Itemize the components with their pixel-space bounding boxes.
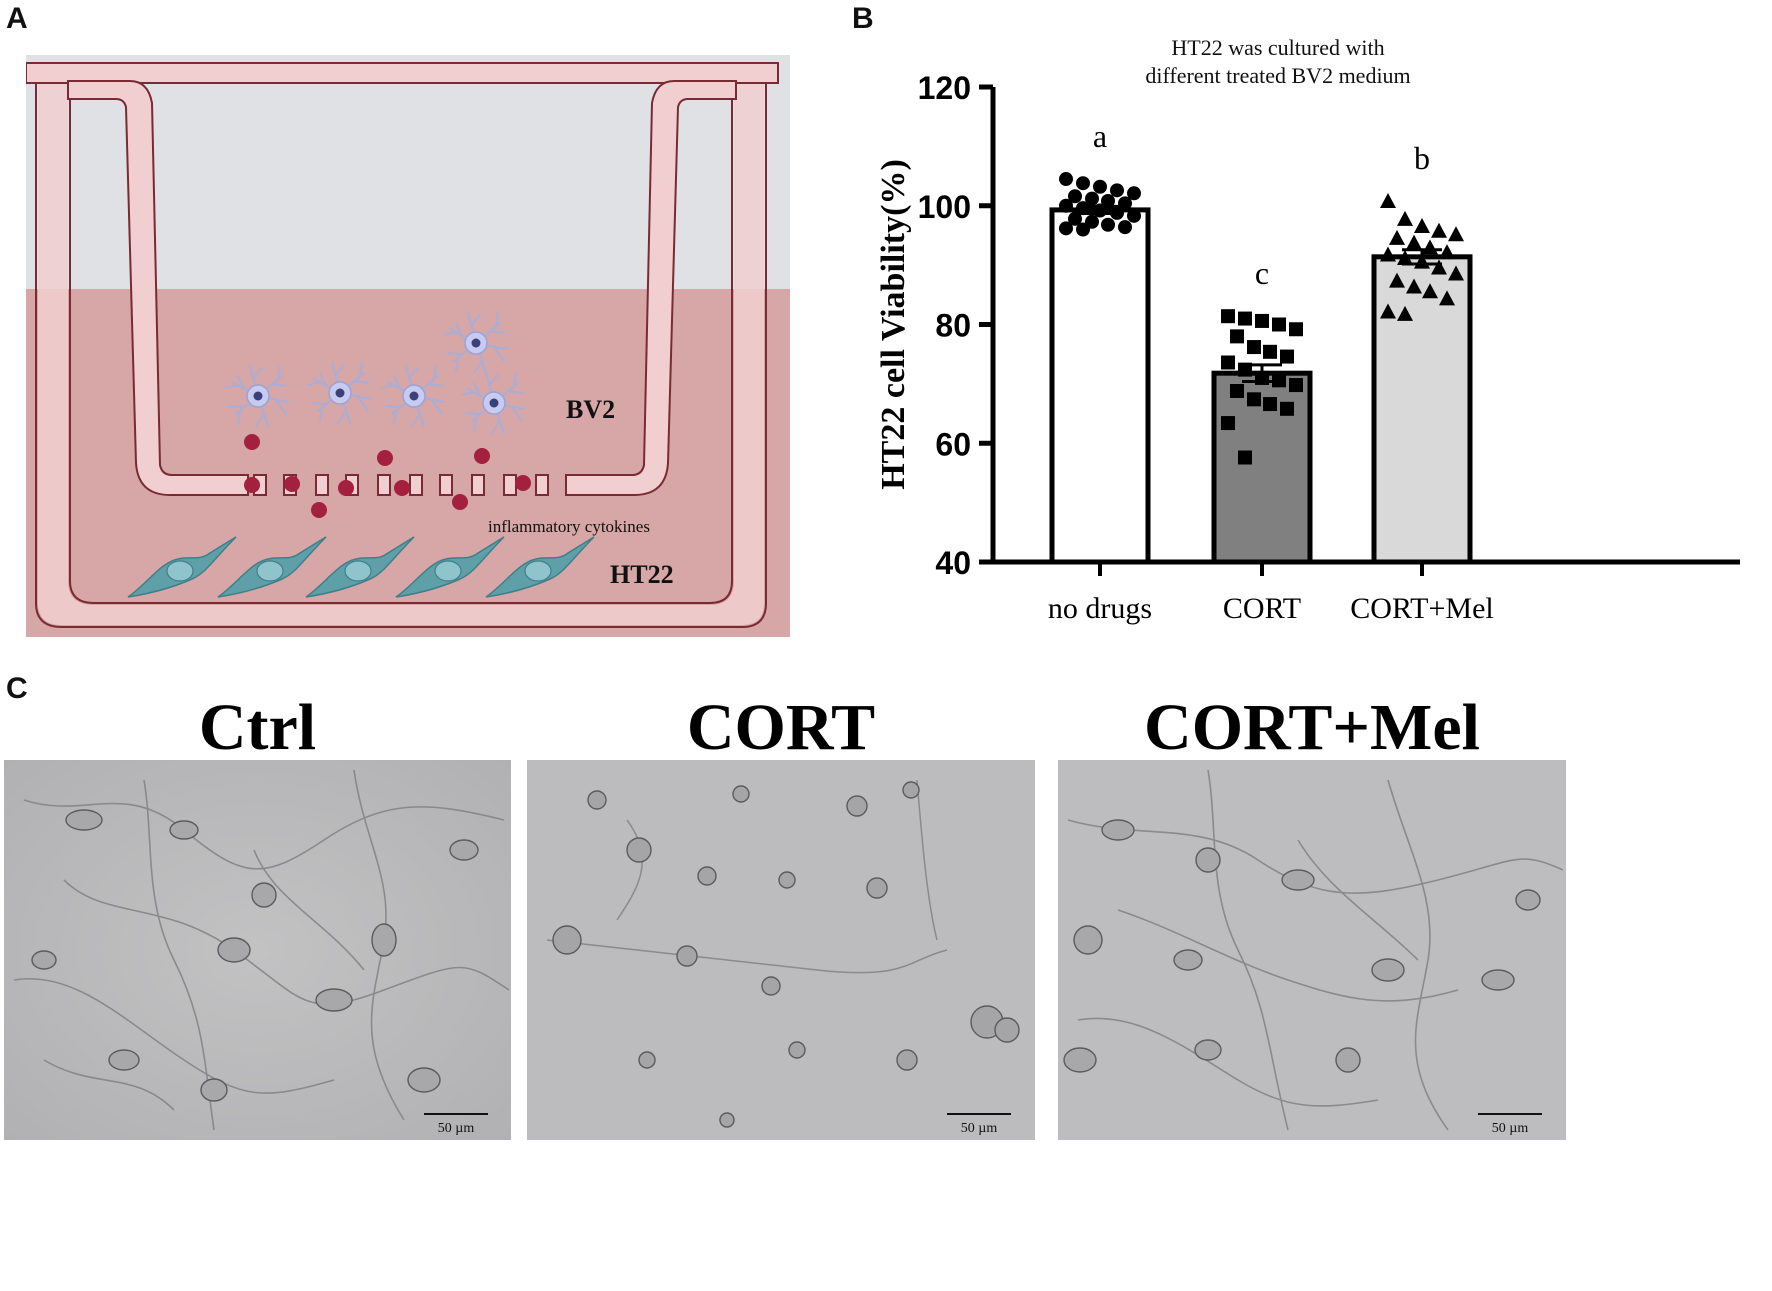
y-tick-label: 80	[935, 308, 971, 344]
x-tick-label: no drugs	[1048, 592, 1152, 625]
bar-1	[1049, 207, 1151, 565]
data-point	[1280, 349, 1294, 364]
ht22-label: HT22	[610, 560, 674, 589]
data-point	[1397, 305, 1413, 321]
data-point	[1406, 234, 1422, 250]
data-point	[1431, 222, 1447, 238]
data-point	[1059, 172, 1073, 187]
data-point	[1076, 176, 1090, 191]
data-point	[1272, 317, 1286, 332]
data-point	[1085, 191, 1099, 206]
scale-bar-cort-mel: 50 µm	[1492, 1121, 1529, 1136]
chart-title-line: HT22 was cultured with	[1171, 35, 1384, 60]
data-point	[1118, 196, 1132, 211]
panel-label-b: B	[852, 2, 874, 35]
data-point	[1448, 226, 1464, 242]
data-point	[1247, 392, 1261, 407]
data-point	[1263, 397, 1277, 412]
micrograph-title-ctrl: Ctrl	[198, 691, 317, 764]
data-point	[1422, 239, 1438, 255]
data-point	[1221, 416, 1235, 431]
data-point	[1076, 222, 1090, 237]
bar-3	[1371, 254, 1473, 565]
y-tick-label: 60	[935, 426, 971, 462]
data-point	[1380, 303, 1396, 319]
data-point	[1289, 322, 1303, 337]
micrograph-title-cort: CORT	[686, 691, 876, 764]
data-point	[1068, 211, 1082, 226]
significance-letter: b	[1414, 140, 1430, 176]
micrograph-cort-mel: 50 µm	[1058, 760, 1566, 1140]
data-point	[1255, 313, 1269, 328]
data-point	[1059, 198, 1073, 213]
data-point	[1221, 309, 1235, 324]
data-point	[1380, 193, 1396, 208]
scale-bar-ctrl: 50 µm	[438, 1121, 475, 1136]
data-point	[1414, 217, 1430, 233]
data-point	[1101, 217, 1115, 232]
data-point	[1380, 246, 1396, 262]
data-point	[1093, 179, 1107, 194]
transwell-diagram: BV2 inflammatory cytokines HT22	[26, 55, 790, 637]
data-point	[1280, 401, 1294, 416]
data-point	[1118, 220, 1132, 235]
data-point	[1431, 259, 1447, 275]
data-point	[1068, 189, 1082, 204]
x-tick-label: CORT	[1223, 592, 1301, 625]
y-tick-label: 100	[918, 189, 971, 225]
panel-label-a: A	[6, 2, 28, 35]
y-axis-label: HT22 cell Viability(%)	[875, 159, 912, 490]
data-point	[1230, 384, 1244, 398]
data-point	[1289, 378, 1303, 393]
data-point	[1127, 186, 1141, 201]
data-point	[1397, 250, 1413, 265]
viability-bar-chart: HT22 was cultured with different treated …	[875, 35, 1740, 625]
x-tick-label: CORT+Mel	[1350, 592, 1493, 625]
micrograph-cort: 50 µm	[527, 760, 1035, 1140]
scale-bar-cort: 50 µm	[961, 1121, 998, 1136]
data-point	[1422, 283, 1438, 299]
data-point	[1230, 329, 1244, 344]
data-point	[1439, 290, 1455, 306]
significance-letter: c	[1255, 255, 1269, 291]
micrograph-ctrl: 50 µm	[4, 760, 511, 1140]
data-point	[1221, 355, 1235, 370]
significance-letter: a	[1093, 118, 1107, 154]
data-point	[1059, 221, 1073, 236]
data-point	[1127, 208, 1141, 223]
bar-2	[1211, 370, 1313, 565]
chart-title-line: different treated BV2 medium	[1145, 63, 1410, 88]
data-point	[1247, 340, 1261, 355]
data-point	[1238, 450, 1252, 465]
data-point	[1389, 272, 1405, 288]
data-point	[1076, 201, 1090, 216]
cytokine-label: inflammatory cytokines	[488, 517, 650, 536]
data-point	[1389, 229, 1405, 245]
bv2-label: BV2	[566, 395, 615, 424]
data-point	[1448, 265, 1464, 281]
micrograph-title-cort-mel: CORT+Mel	[1144, 691, 1480, 764]
data-point	[1110, 183, 1124, 198]
panel-label-c: C	[6, 672, 28, 705]
y-tick-label: 40	[935, 545, 971, 581]
data-point	[1439, 244, 1455, 260]
data-point	[1397, 210, 1413, 226]
data-point	[1406, 278, 1422, 294]
data-point	[1101, 194, 1115, 208]
data-point	[1263, 344, 1277, 359]
data-point	[1238, 311, 1252, 326]
y-tick-label: 120	[918, 70, 971, 106]
